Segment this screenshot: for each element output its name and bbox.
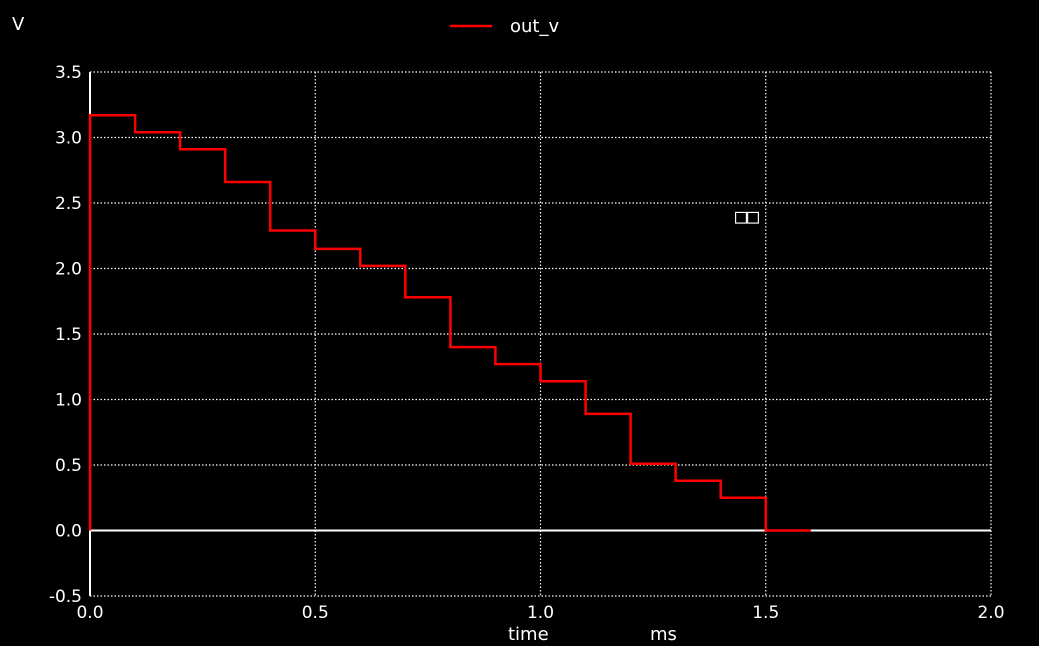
- legend-label-out-v: out_v: [510, 16, 559, 37]
- y-tick-labels: 3.5 3.0 2.5 2.0 1.5 1.0 0.5 0.0 -0.5: [49, 63, 82, 607]
- x-tick-labels: 0.0 0.5 1.0 1.5 2.0: [76, 603, 1004, 623]
- series-line-out-v: [88, 113, 811, 532]
- y-tick-label: 3.5: [55, 63, 82, 83]
- x-tick-label: 1.5: [752, 603, 779, 623]
- legend: out_v: [450, 16, 559, 37]
- x-axis-unit: ms: [650, 624, 677, 645]
- y-tick-label: 1.5: [55, 325, 82, 345]
- x-axis-label: time: [508, 624, 549, 645]
- x-tick-label: 1.0: [527, 603, 554, 623]
- x-tick-label: 0.5: [302, 603, 329, 623]
- y-axis-label: V: [12, 14, 25, 35]
- x-tick-label: 2.0: [977, 603, 1004, 623]
- series-layer: [88, 113, 811, 532]
- y-tick-label: 0.0: [55, 522, 82, 542]
- y-tick-label: -0.5: [49, 587, 82, 607]
- y-tick-label: 3.0: [55, 129, 82, 149]
- annotation-glyphs: □□: [735, 204, 759, 228]
- y-tick-label: 0.5: [55, 456, 82, 476]
- y-tick-label: 2.0: [55, 260, 82, 280]
- y-tick-label: 2.5: [55, 194, 82, 214]
- x-tick-label: 0.0: [76, 603, 103, 623]
- y-tick-label: 1.0: [55, 391, 82, 411]
